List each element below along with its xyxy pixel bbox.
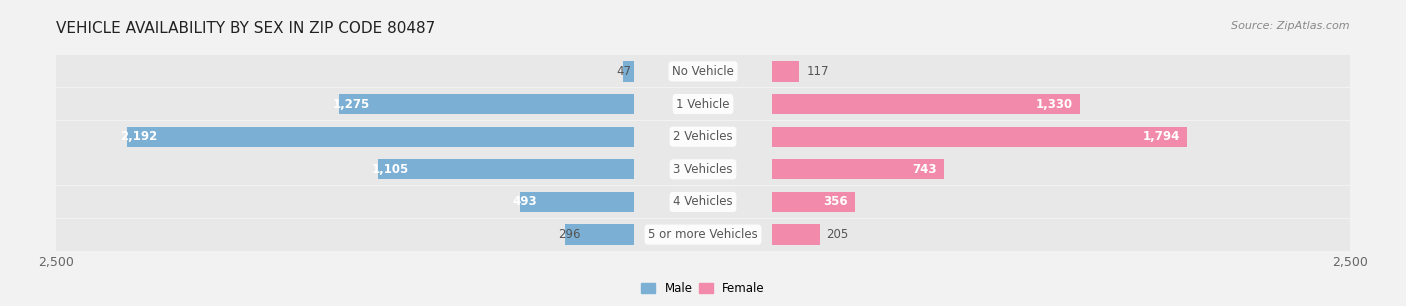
Text: 205: 205 <box>827 228 849 241</box>
Bar <box>634 88 1406 120</box>
Bar <box>772 225 820 245</box>
Text: 3 Vehicles: 3 Vehicles <box>673 163 733 176</box>
Bar <box>634 88 772 120</box>
Bar <box>634 153 1406 185</box>
Text: 117: 117 <box>806 65 828 78</box>
Text: 47: 47 <box>616 65 631 78</box>
Bar <box>772 127 1187 147</box>
Bar <box>56 121 634 153</box>
Bar <box>378 159 634 179</box>
Bar <box>634 186 1406 218</box>
Text: VEHICLE AVAILABILITY BY SEX IN ZIP CODE 80487: VEHICLE AVAILABILITY BY SEX IN ZIP CODE … <box>56 21 436 36</box>
Text: 743: 743 <box>912 163 936 176</box>
Text: 1,794: 1,794 <box>1143 130 1180 143</box>
Bar <box>772 61 800 81</box>
Text: 1 Vehicle: 1 Vehicle <box>676 98 730 110</box>
Bar <box>634 121 772 153</box>
Bar <box>56 218 634 251</box>
Text: 493: 493 <box>513 196 537 208</box>
Bar <box>634 121 1406 153</box>
Bar <box>634 218 772 251</box>
Bar <box>339 94 634 114</box>
Text: 1,275: 1,275 <box>332 98 370 110</box>
Bar <box>772 159 943 179</box>
Bar <box>634 55 772 88</box>
Bar <box>634 218 1406 251</box>
Bar <box>772 153 1350 185</box>
Bar <box>56 186 634 218</box>
Bar <box>128 127 634 147</box>
Bar <box>56 55 634 88</box>
Text: 1,330: 1,330 <box>1035 98 1073 110</box>
Text: 5 or more Vehicles: 5 or more Vehicles <box>648 228 758 241</box>
Bar <box>56 153 634 185</box>
Bar <box>772 218 1350 251</box>
Bar <box>56 218 634 251</box>
Text: 296: 296 <box>558 228 581 241</box>
Legend: Male, Female: Male, Female <box>637 278 769 300</box>
Bar <box>772 55 1350 88</box>
Bar <box>520 192 634 212</box>
Text: Source: ZipAtlas.com: Source: ZipAtlas.com <box>1232 21 1350 32</box>
Bar <box>772 94 1080 114</box>
Bar <box>623 61 634 81</box>
Text: 2,192: 2,192 <box>121 130 157 143</box>
Text: No Vehicle: No Vehicle <box>672 65 734 78</box>
Bar <box>56 55 634 88</box>
Text: 356: 356 <box>823 196 848 208</box>
Bar <box>634 153 772 185</box>
Bar <box>56 121 634 153</box>
Bar <box>56 186 634 218</box>
Text: 4 Vehicles: 4 Vehicles <box>673 196 733 208</box>
Bar <box>772 192 855 212</box>
Text: 2 Vehicles: 2 Vehicles <box>673 130 733 143</box>
Bar <box>634 186 772 218</box>
Bar <box>772 186 1350 218</box>
Bar <box>56 88 634 120</box>
Bar <box>56 153 634 185</box>
Bar <box>772 88 1350 120</box>
Text: 1,105: 1,105 <box>371 163 409 176</box>
Bar <box>772 121 1350 153</box>
Bar <box>565 225 634 245</box>
Bar <box>56 88 634 120</box>
Bar <box>634 55 1406 88</box>
